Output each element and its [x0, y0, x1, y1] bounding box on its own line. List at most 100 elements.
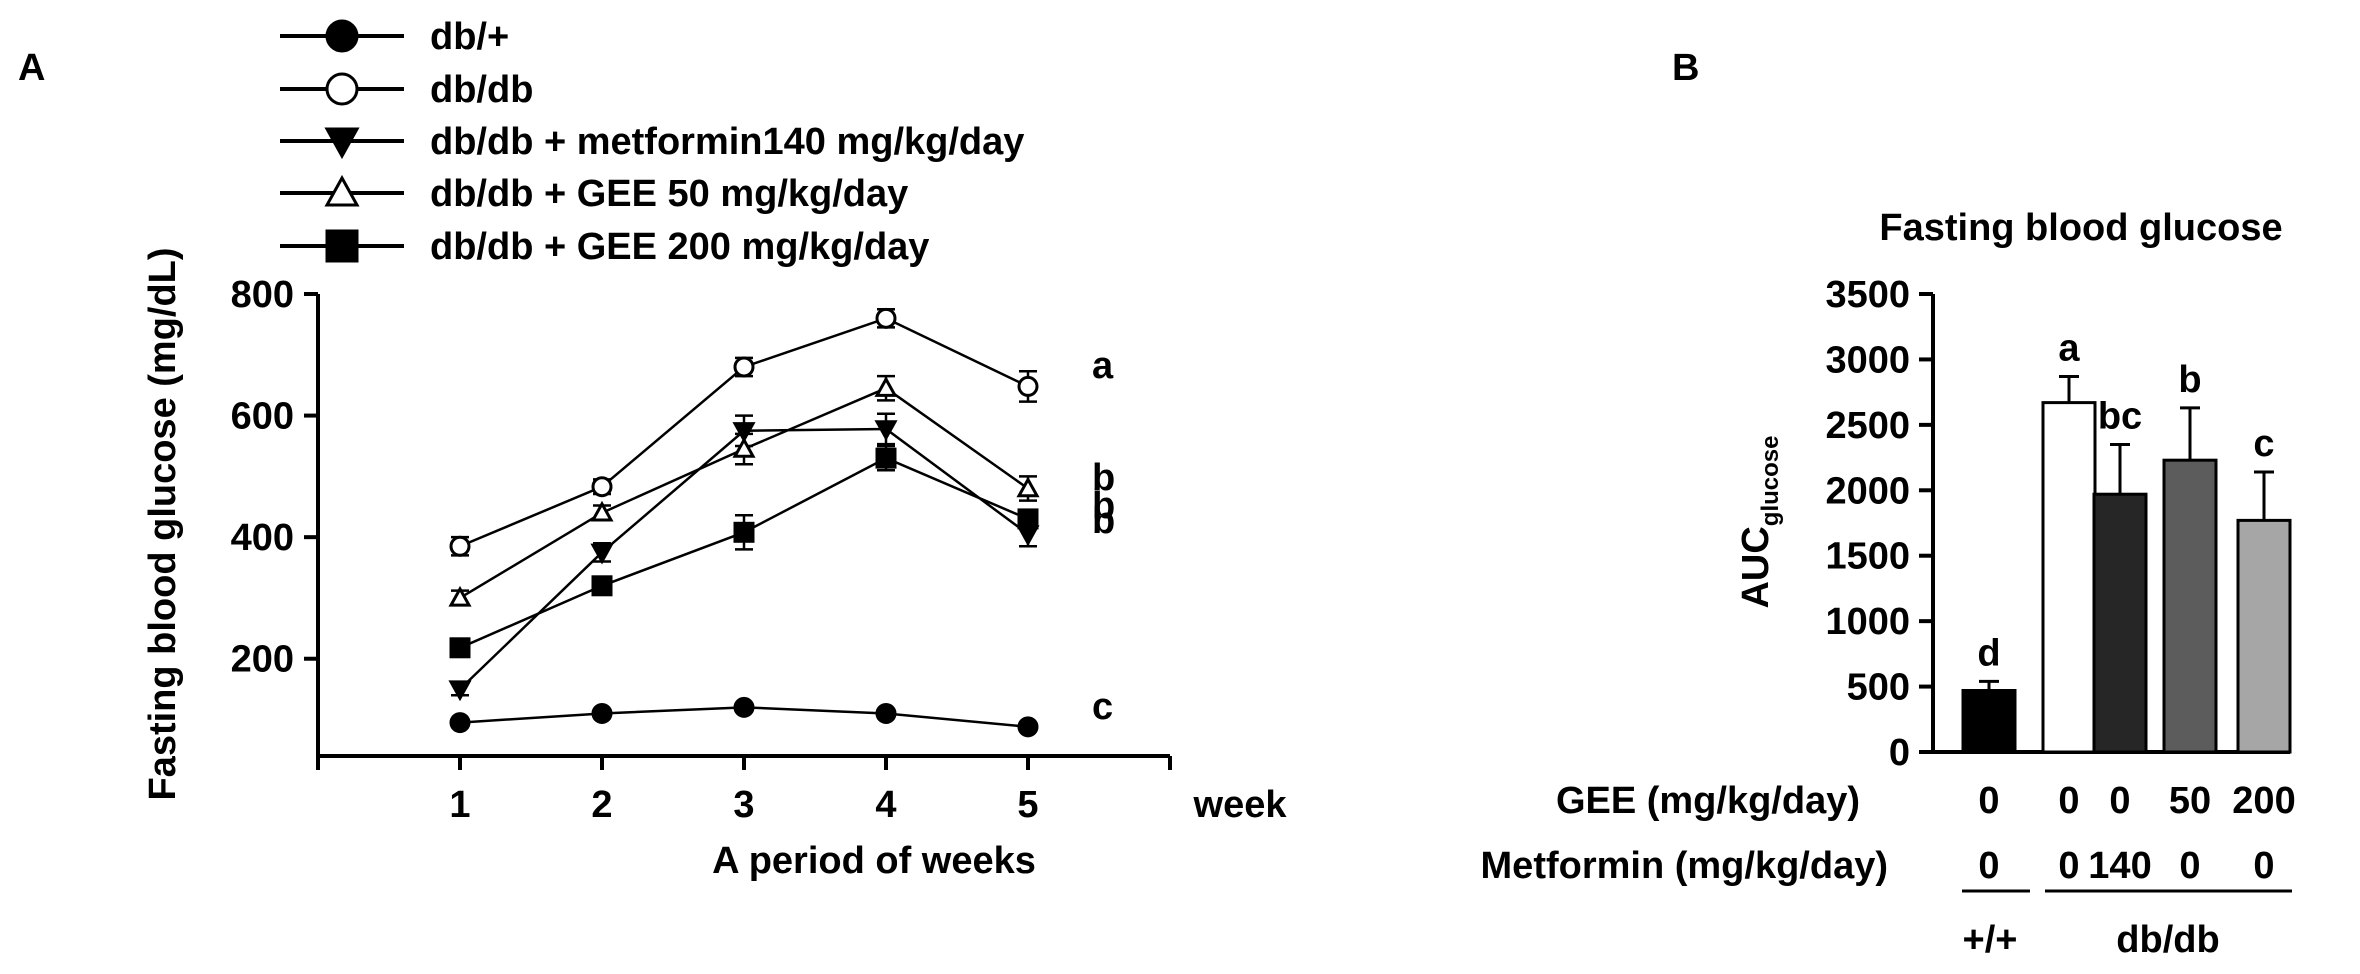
x-tick-label: 4 — [875, 784, 896, 826]
metformin-dose: 0 — [1978, 845, 1999, 887]
x-tick-label: 5 — [1017, 784, 1038, 826]
bar-y-tick-label: 3500 — [1825, 274, 1910, 316]
bar-y-tick-label: 1500 — [1825, 536, 1910, 578]
legend-label: db/db + metformin140 mg/kg/day — [430, 121, 1024, 163]
gee-dose: 50 — [2169, 780, 2211, 822]
series-line — [459, 427, 1029, 691]
data-point — [1017, 716, 1039, 738]
gee-dose: 200 — [2232, 780, 2295, 822]
x-axis-title: A period of weeks — [712, 840, 1036, 882]
y-tick-label: 800 — [231, 274, 294, 316]
legend-label: db/db + GEE 200 mg/kg/day — [430, 226, 929, 268]
data-point — [449, 637, 471, 659]
bar — [2041, 401, 2097, 754]
legend-marker — [325, 229, 359, 263]
x-axis-unit: week — [1193, 784, 1288, 826]
data-point — [733, 521, 755, 543]
bar-y-tick-label: 2000 — [1825, 470, 1910, 512]
metformin-dose: 140 — [2088, 845, 2151, 887]
significance-letter: b — [1092, 485, 1115, 527]
gee-dose: 0 — [1978, 780, 1999, 822]
panel-b-bar-chart: B Fasting blood glucose AUCglucose 05001… — [1481, 47, 2296, 961]
bar-y-axis-title-sub: glucose — [1757, 435, 1784, 526]
data-point — [1017, 508, 1039, 530]
data-point — [733, 356, 755, 378]
y-tick-label: 200 — [231, 639, 294, 681]
bar-y-tick-label: 0 — [1889, 732, 1910, 774]
data-point — [590, 500, 614, 522]
panel-b-label: B — [1672, 47, 1699, 89]
significance-letter: a — [1092, 345, 1114, 387]
metformin-row-label: Metformin (mg/kg/day) — [1481, 845, 1888, 887]
data-point — [732, 422, 756, 443]
panel-a-label: A — [18, 47, 45, 89]
bar-y-axis-title: AUCglucose — [1735, 435, 1784, 608]
plot-area: c a bbb — [448, 307, 1115, 738]
bar-significance-letter: bc — [2098, 395, 2142, 437]
x-tick-label: 3 — [733, 784, 754, 826]
legend: db/+ db/db db/db + metformin140 mg/kg/day d… — [280, 16, 1024, 268]
gee-row-label: GEE (mg/kg/day) — [1556, 780, 1860, 822]
bar-y-tick-label: 2500 — [1825, 405, 1910, 447]
significance-letter: c — [1092, 686, 1113, 728]
metformin-dose: 0 — [2253, 845, 2274, 887]
bar-y-tick-label: 1000 — [1825, 601, 1910, 643]
bar — [2162, 458, 2218, 754]
gee-dose: 0 — [2058, 780, 2079, 822]
bar-axis-ticks: 0 500 1000 1500 2000 2500 3000 3500 — [1825, 274, 1933, 774]
legend-marker — [325, 72, 359, 106]
data-point — [732, 436, 756, 458]
bar — [2092, 492, 2148, 754]
gee-dose: 0 — [2109, 780, 2130, 822]
series-line — [459, 456, 1029, 649]
group-label-wt: +/+ — [1963, 919, 2018, 961]
y-tick-label: 400 — [231, 517, 294, 559]
series-4 — [449, 444, 1039, 659]
data-point — [591, 702, 613, 724]
bar-significance-letter: d — [1977, 632, 2000, 674]
data-point — [1017, 375, 1039, 397]
legend-marker — [324, 174, 360, 207]
legend-label: db/+ — [430, 16, 509, 58]
data-point — [449, 712, 471, 734]
metformin-dose: 0 — [2058, 845, 2079, 887]
legend-label: db/db + GEE 50 mg/kg/day — [430, 173, 908, 215]
significance-letter: b — [1092, 500, 1115, 542]
x-tick-label: 2 — [591, 784, 612, 826]
y-axis-title: Fasting blood glucose (mg/dL) — [142, 247, 184, 800]
data-point — [448, 680, 472, 702]
bar-significance-letter: c — [2253, 423, 2274, 465]
panel-a-line-chart: A db/+ db/db db/db + metformin140 mg/kg/da… — [18, 16, 1287, 882]
data-point — [874, 420, 898, 442]
metformin-dose: 0 — [2179, 845, 2200, 887]
series-0 — [449, 696, 1039, 738]
significance-letter: b — [1092, 457, 1115, 499]
data-point — [875, 702, 897, 724]
y-tick-label: 600 — [231, 396, 294, 438]
data-point — [449, 535, 471, 557]
series-3 — [448, 374, 1040, 607]
data-point — [875, 307, 897, 329]
bar-chart-title: Fasting blood glucose — [1879, 207, 2282, 249]
bar-significance-letter: b — [2178, 359, 2201, 401]
legend-label: db/db — [430, 69, 533, 111]
series-1 — [449, 307, 1039, 557]
data-point — [875, 447, 897, 469]
bar-y-tick-label: 3000 — [1825, 339, 1910, 381]
data-point — [591, 476, 613, 498]
data-point — [733, 696, 755, 718]
data-point — [590, 543, 614, 565]
bar-y-axis-title-main: AUC — [1735, 526, 1777, 608]
legend-marker — [324, 127, 360, 160]
legend-marker — [325, 19, 359, 53]
axis-ticks: 200 400 600 800 1 2 3 4 5 — [231, 274, 1172, 826]
group-label-dbdb: db/db — [2116, 919, 2219, 961]
bar-significance-letter: a — [2058, 327, 2080, 369]
data-point — [591, 575, 613, 597]
bar — [1961, 688, 2017, 754]
data-point — [874, 376, 898, 397]
bar-y-tick-label: 500 — [1847, 667, 1910, 709]
